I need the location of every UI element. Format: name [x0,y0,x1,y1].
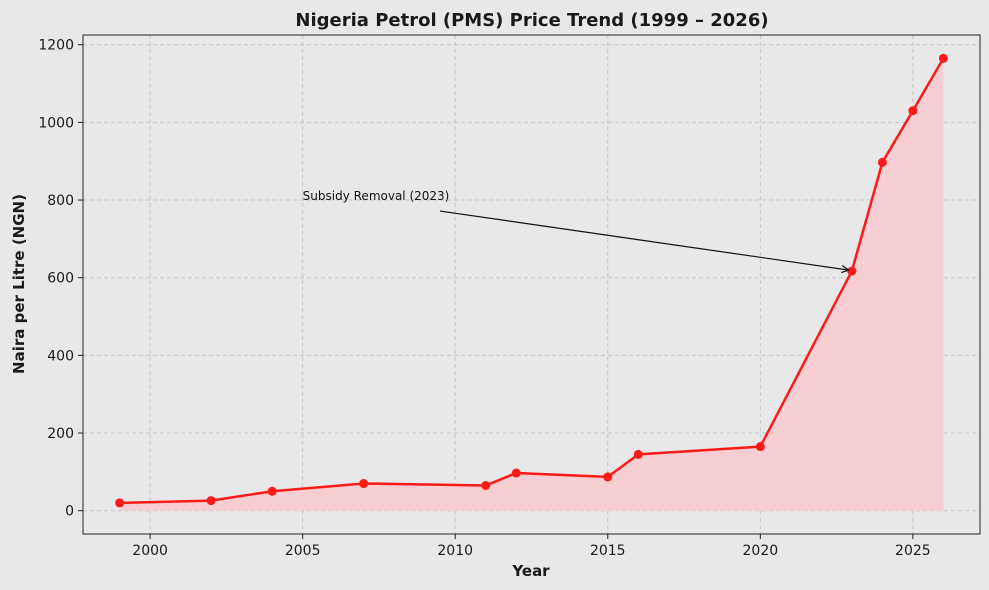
data-point [877,157,887,167]
data-point [359,479,369,489]
y-tick-label: 0 [65,504,74,520]
chart-title: Nigeria Petrol (PMS) Price Trend (1999 –… [295,10,768,31]
data-point [511,468,521,478]
data-point [267,486,277,496]
x-tick-label: 2010 [437,543,473,559]
annotation-arrow [439,210,849,271]
axes [82,34,981,535]
y-tick-label: 200 [47,426,74,442]
x-tick-label: 2020 [743,543,779,559]
y-tick-label: 600 [47,271,74,287]
data-point [603,472,613,482]
data-point [908,106,918,116]
x-axis-label: Year [511,562,550,580]
x-tick-label: 2025 [895,543,931,559]
x-ticks: 2000 2005 2010 2015 2020 2025 [132,534,931,559]
annotation-layer: Subsidy Removal (2023) [303,189,851,274]
y-axis-label: Naira per Litre (NGN) [10,194,28,374]
x-tick-label: 2005 [285,543,321,559]
y-tick-label: 800 [47,193,74,209]
x-tick-label: 2015 [590,543,626,559]
axes-frame [82,34,981,535]
data-point [847,266,857,276]
annotation-arrowhead [841,265,851,274]
data-points [115,53,948,508]
data-point [206,496,216,506]
y-tick-label: 400 [47,348,74,364]
data-point [115,498,125,508]
data-point [938,53,948,63]
y-tick-label: 1200 [38,38,74,54]
y-tick-label: 1000 [38,115,74,131]
area-fill-layer [119,58,944,511]
area-fill [119,58,944,511]
data-point [755,442,765,452]
data-point [633,449,643,459]
annotation-label: Subsidy Removal (2023) [303,189,450,203]
data-point [481,480,491,490]
y-ticks: 0 200 400 600 800 1000 1200 [38,38,83,520]
x-tick-label: 2000 [132,543,168,559]
